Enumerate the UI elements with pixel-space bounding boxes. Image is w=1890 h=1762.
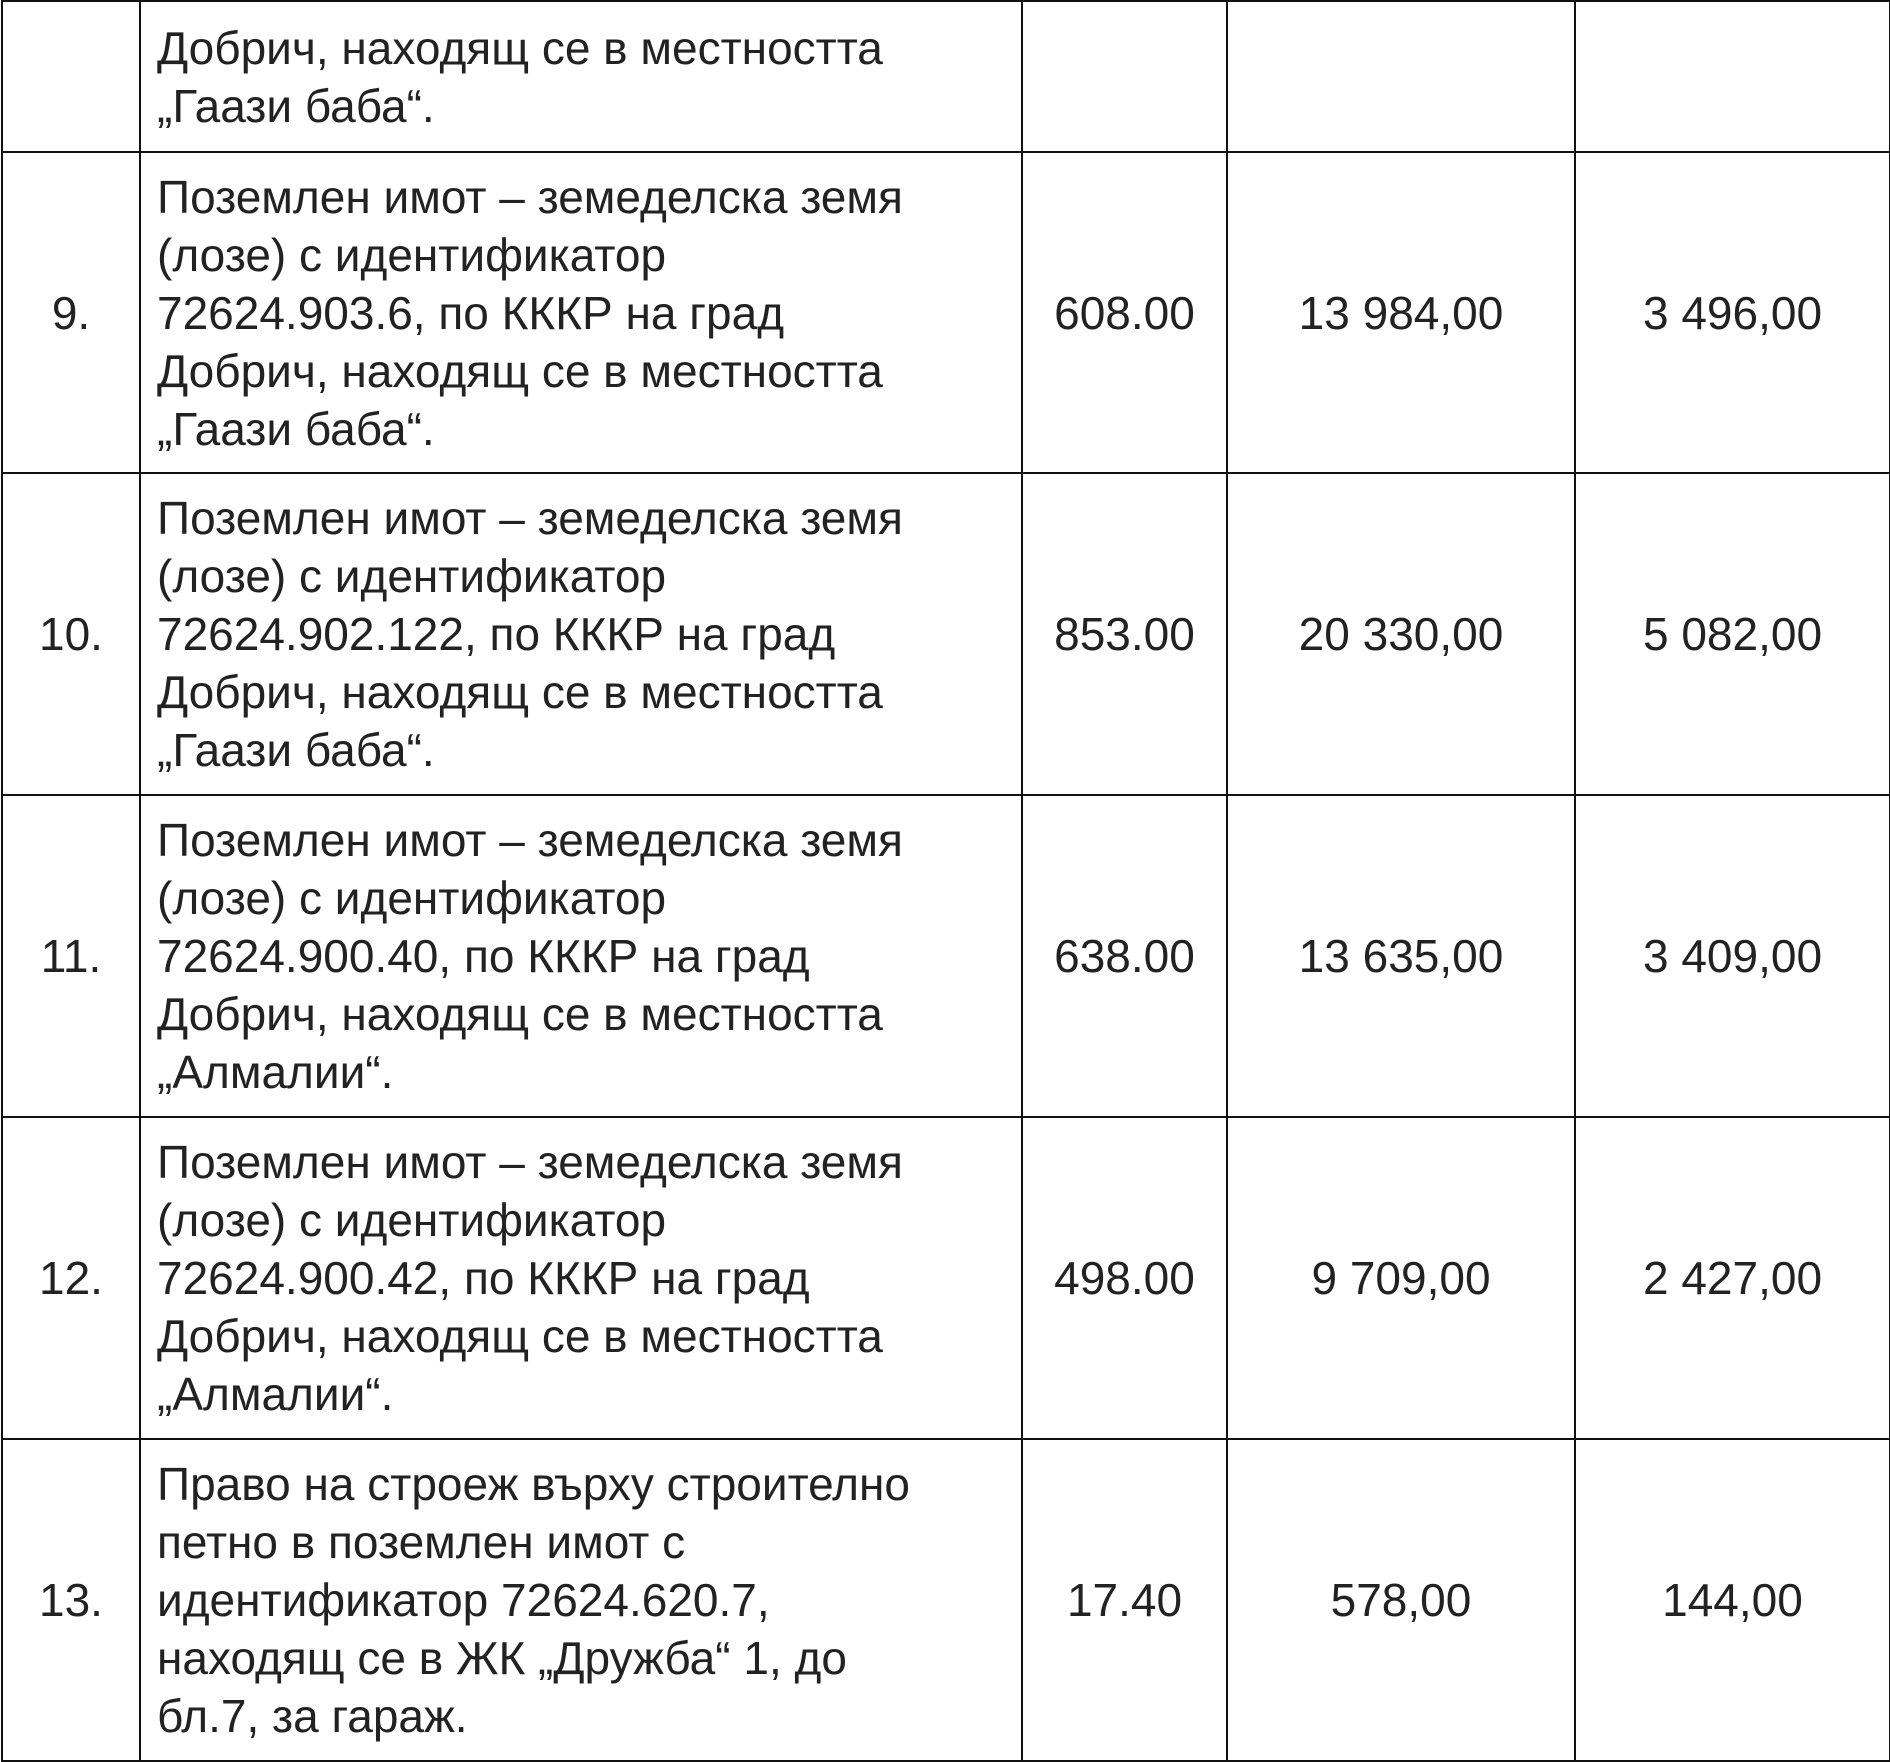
description-line: „Алмалии“. [157,1368,394,1420]
description-line: Поземлен имот – земеделска земя [157,170,903,223]
value-cell: 144,00 [1574,1438,1890,1762]
value-cell: 578,00 [1226,1438,1576,1762]
area-cell [1021,0,1228,153]
value-cell: 20 330,00 [1226,472,1576,796]
description-line: Добрич, находящ се в местността [157,21,883,74]
description-line: Добрич, находящ се в местността [157,344,883,397]
description-cell: Поземлен имот – земеделска земя (лозе) с … [139,472,1023,796]
description-line: Добрич, находящ се в местността [157,666,883,718]
row-number [1,0,141,153]
value-cell: 5 082,00 [1574,472,1890,796]
area-cell: 498.00 [1021,1116,1228,1440]
description-line: Добрич, находящ се в местността [157,1310,883,1362]
value-cell: 9 709,00 [1226,1116,1576,1440]
description-line: Поземлен имот – земеделска земя [157,492,903,544]
description-line: 72624.900.42, по КККР на град [157,1252,810,1304]
area-cell: 608.00 [1021,151,1228,474]
row-number: 9. [1,151,141,474]
row-number: 12. [1,1116,141,1440]
description-line: „Гаази баба“. [157,402,435,455]
description-line: идентификатор 72624.620.7, [157,1574,770,1626]
description-line: „Алмалии“. [157,1046,394,1098]
description-cell: Право на строеж върху строително петно в … [139,1438,1023,1762]
description-line: 72624.900.40, по КККР на град [157,930,810,982]
description-line: Поземлен имот – земеделска земя [157,1136,903,1188]
table-row: 11. Поземлен имот – земеделска земя (лозе)… [1,794,1890,1118]
area-cell: 853.00 [1021,472,1228,796]
table-row: 10. Поземлен имот – земеделска земя (лозе)… [1,472,1890,796]
value-cell: 3 496,00 [1574,151,1890,474]
value-cell [1574,0,1890,153]
description-line: бл.7, за гараж. [157,1690,468,1742]
row-number: 13. [1,1438,141,1762]
value-cell: 13 984,00 [1226,151,1576,474]
description-line: (лозе) с идентификатор [157,872,667,924]
description-line: „Гаази баба“. [157,724,435,776]
description-line: (лозе) с идентификатор [157,228,667,281]
description-cell: Поземлен имот – земеделска земя (лозе) с … [139,1116,1023,1440]
table-row: 9. Поземлен имот – земеделска земя (лозе) … [1,151,1890,474]
description-line: (лозе) с идентификатор [157,1194,667,1246]
table-row: Добрич, находящ се в местността „Гаази ба… [1,0,1890,153]
value-cell: 2 427,00 [1574,1116,1890,1440]
row-number: 10. [1,472,141,796]
area-cell: 17.40 [1021,1438,1228,1762]
description-line: 72624.903.6, по КККР на град [157,286,785,339]
table-row: 12. Поземлен имот – земеделска земя (лозе)… [1,1116,1890,1440]
value-cell: 3 409,00 [1574,794,1890,1118]
description-cell: Поземлен имот – земеделска земя (лозе) с … [139,151,1023,474]
description-line: Добрич, находящ се в местността [157,988,883,1040]
value-cell: 13 635,00 [1226,794,1576,1118]
value-cell [1226,0,1576,153]
description-line: петно в поземлен имот с [157,1516,686,1568]
area-cell: 638.00 [1021,794,1228,1118]
table-row: 13. Право на строеж върху строително петно… [1,1438,1890,1762]
description-line: (лозе) с идентификатор [157,550,667,602]
description-line: „Гаази баба“. [157,79,435,132]
description-line: находящ се в ЖК „Дружба“ 1, до [157,1632,847,1684]
row-number: 11. [1,794,141,1118]
description-line: Поземлен имот – земеделска земя [157,814,903,866]
description-line: Право на строеж върху строително [157,1458,911,1510]
description-cell: Добрич, находящ се в местността „Гаази ба… [139,0,1023,153]
description-cell: Поземлен имот – земеделска земя (лозе) с … [139,794,1023,1118]
description-line: 72624.902.122, по КККР на град [157,608,836,660]
